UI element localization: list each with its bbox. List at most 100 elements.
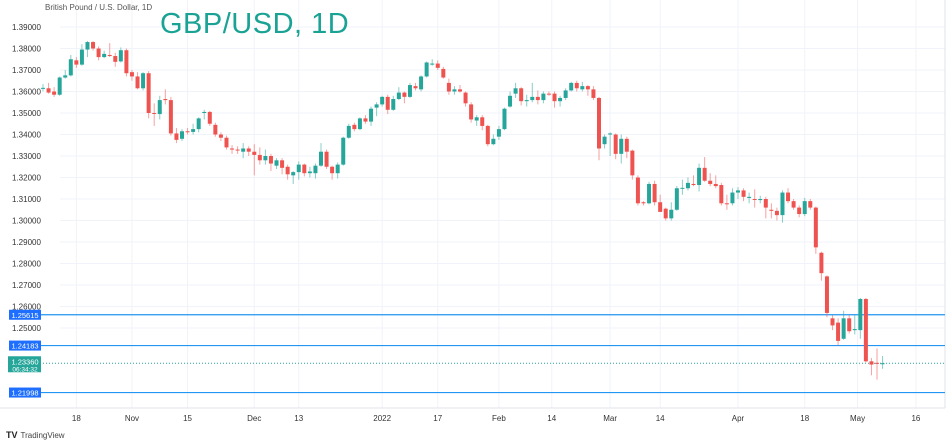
- candle-up: [569, 82, 574, 91]
- price-tick-label: 1.37000: [12, 66, 41, 75]
- time-tick-label: Nov: [125, 414, 139, 423]
- time-tick-label: Dec: [247, 414, 261, 423]
- candle-up: [452, 89, 457, 92]
- candle-down: [458, 89, 462, 92]
- time-tick-label: May: [850, 414, 865, 423]
- candle-up: [357, 118, 362, 130]
- candle-up: [335, 164, 340, 174]
- time-tick-label: 18: [72, 414, 81, 423]
- candle-down: [635, 177, 640, 204]
- candle-up: [380, 96, 385, 105]
- time-tick-label: 13: [294, 414, 303, 423]
- candle-down: [413, 86, 418, 89]
- brand-name: TradingView: [20, 430, 65, 440]
- bar-countdown: 06:34:32: [12, 366, 38, 373]
- price-axis[interactable]: 1.39000 1.38000 1.37000 1.36000 1.35000 1.340…: [12, 23, 41, 333]
- candle-up: [802, 201, 807, 215]
- candle-up: [263, 156, 268, 161]
- level-label-box: [9, 340, 41, 351]
- candle-down: [91, 42, 96, 49]
- chart-title: GBP/USD, 1D: [160, 8, 350, 40]
- candle-down: [519, 88, 524, 102]
- candle-down: [597, 97, 601, 149]
- candle-down: [824, 276, 829, 313]
- candle-up: [608, 133, 613, 135]
- candle-down: [808, 201, 813, 208]
- candle-up: [157, 100, 162, 115]
- candle-up: [191, 129, 196, 132]
- candle-up: [563, 90, 568, 98]
- candle-up: [558, 97, 563, 102]
- level-label: 1.25615: [11, 311, 38, 320]
- candle-down: [152, 113, 157, 114]
- candle-down: [469, 104, 474, 120]
- candle-down: [741, 190, 746, 197]
- time-tick-label: Mar: [603, 414, 617, 423]
- candle-up: [524, 100, 529, 102]
- candle-down: [724, 203, 729, 205]
- candle-up: [496, 129, 501, 137]
- price-tick-label: 1.27000: [12, 281, 41, 290]
- candle-up: [396, 92, 401, 100]
- candle-up: [758, 199, 763, 201]
- candle-up: [685, 182, 690, 189]
- tradingview-logo-icon: TV: [6, 430, 18, 440]
- candle-down: [252, 151, 257, 155]
- candle-up: [291, 172, 296, 176]
- candle-up: [858, 298, 863, 331]
- candle-up: [241, 148, 246, 152]
- candle-up: [57, 77, 62, 95]
- candle-down: [174, 133, 179, 140]
- candle-down: [257, 154, 262, 161]
- candle-down: [797, 207, 802, 215]
- price-tick-label: 1.32000: [12, 174, 41, 183]
- candle-down: [46, 88, 51, 93]
- candle-up: [736, 190, 740, 193]
- price-tick-label: 1.35000: [12, 109, 41, 118]
- candle-down: [52, 91, 57, 95]
- candle-down: [691, 183, 696, 186]
- candle-down: [74, 60, 79, 65]
- tradingview-logo[interactable]: TV TradingView: [6, 430, 65, 440]
- candle-down: [791, 201, 796, 208]
- candle-up: [430, 63, 435, 65]
- candle-down: [218, 134, 223, 138]
- candle-down: [363, 118, 368, 122]
- candle-up: [307, 171, 312, 174]
- price-tick-label: 1.25000: [12, 324, 41, 333]
- level-label-box: [9, 309, 41, 320]
- candle-up: [541, 93, 546, 101]
- price-tick-label: 1.29000: [12, 238, 41, 247]
- time-axis[interactable]: 18 Nov 15 Dec 13 2022 17 Feb 14 Mar 14 Apr 18 May 16: [72, 414, 921, 423]
- candle-down: [268, 156, 273, 164]
- candle-down: [830, 318, 835, 326]
- candle-down: [485, 125, 490, 145]
- candle-down: [836, 322, 841, 341]
- candle-up: [85, 42, 90, 50]
- candle-up: [674, 188, 679, 210]
- candle-up: [141, 73, 146, 89]
- candle-up: [852, 329, 857, 331]
- candle-up: [202, 111, 207, 113]
- candle-up: [374, 104, 379, 108]
- price-tick-label: 1.26000: [12, 303, 41, 312]
- candle-up: [530, 96, 535, 101]
- candle-down: [819, 252, 824, 274]
- level-label: 1.24183: [11, 342, 38, 351]
- candle-down: [285, 166, 290, 175]
- candle-down: [552, 93, 557, 102]
- candle-up: [502, 108, 507, 130]
- candle-up: [419, 76, 424, 90]
- grid: [0, 0, 946, 409]
- candle-down: [624, 138, 629, 152]
- candle-down: [330, 166, 335, 174]
- candle-up: [296, 164, 301, 173]
- candle-down: [135, 76, 140, 89]
- price-tick-label: 1.38000: [12, 45, 41, 54]
- candle-down: [446, 82, 451, 92]
- candle-up: [118, 50, 123, 62]
- candle-down: [280, 160, 285, 168]
- time-tick-label: Feb: [492, 414, 506, 423]
- candle-down: [574, 82, 579, 89]
